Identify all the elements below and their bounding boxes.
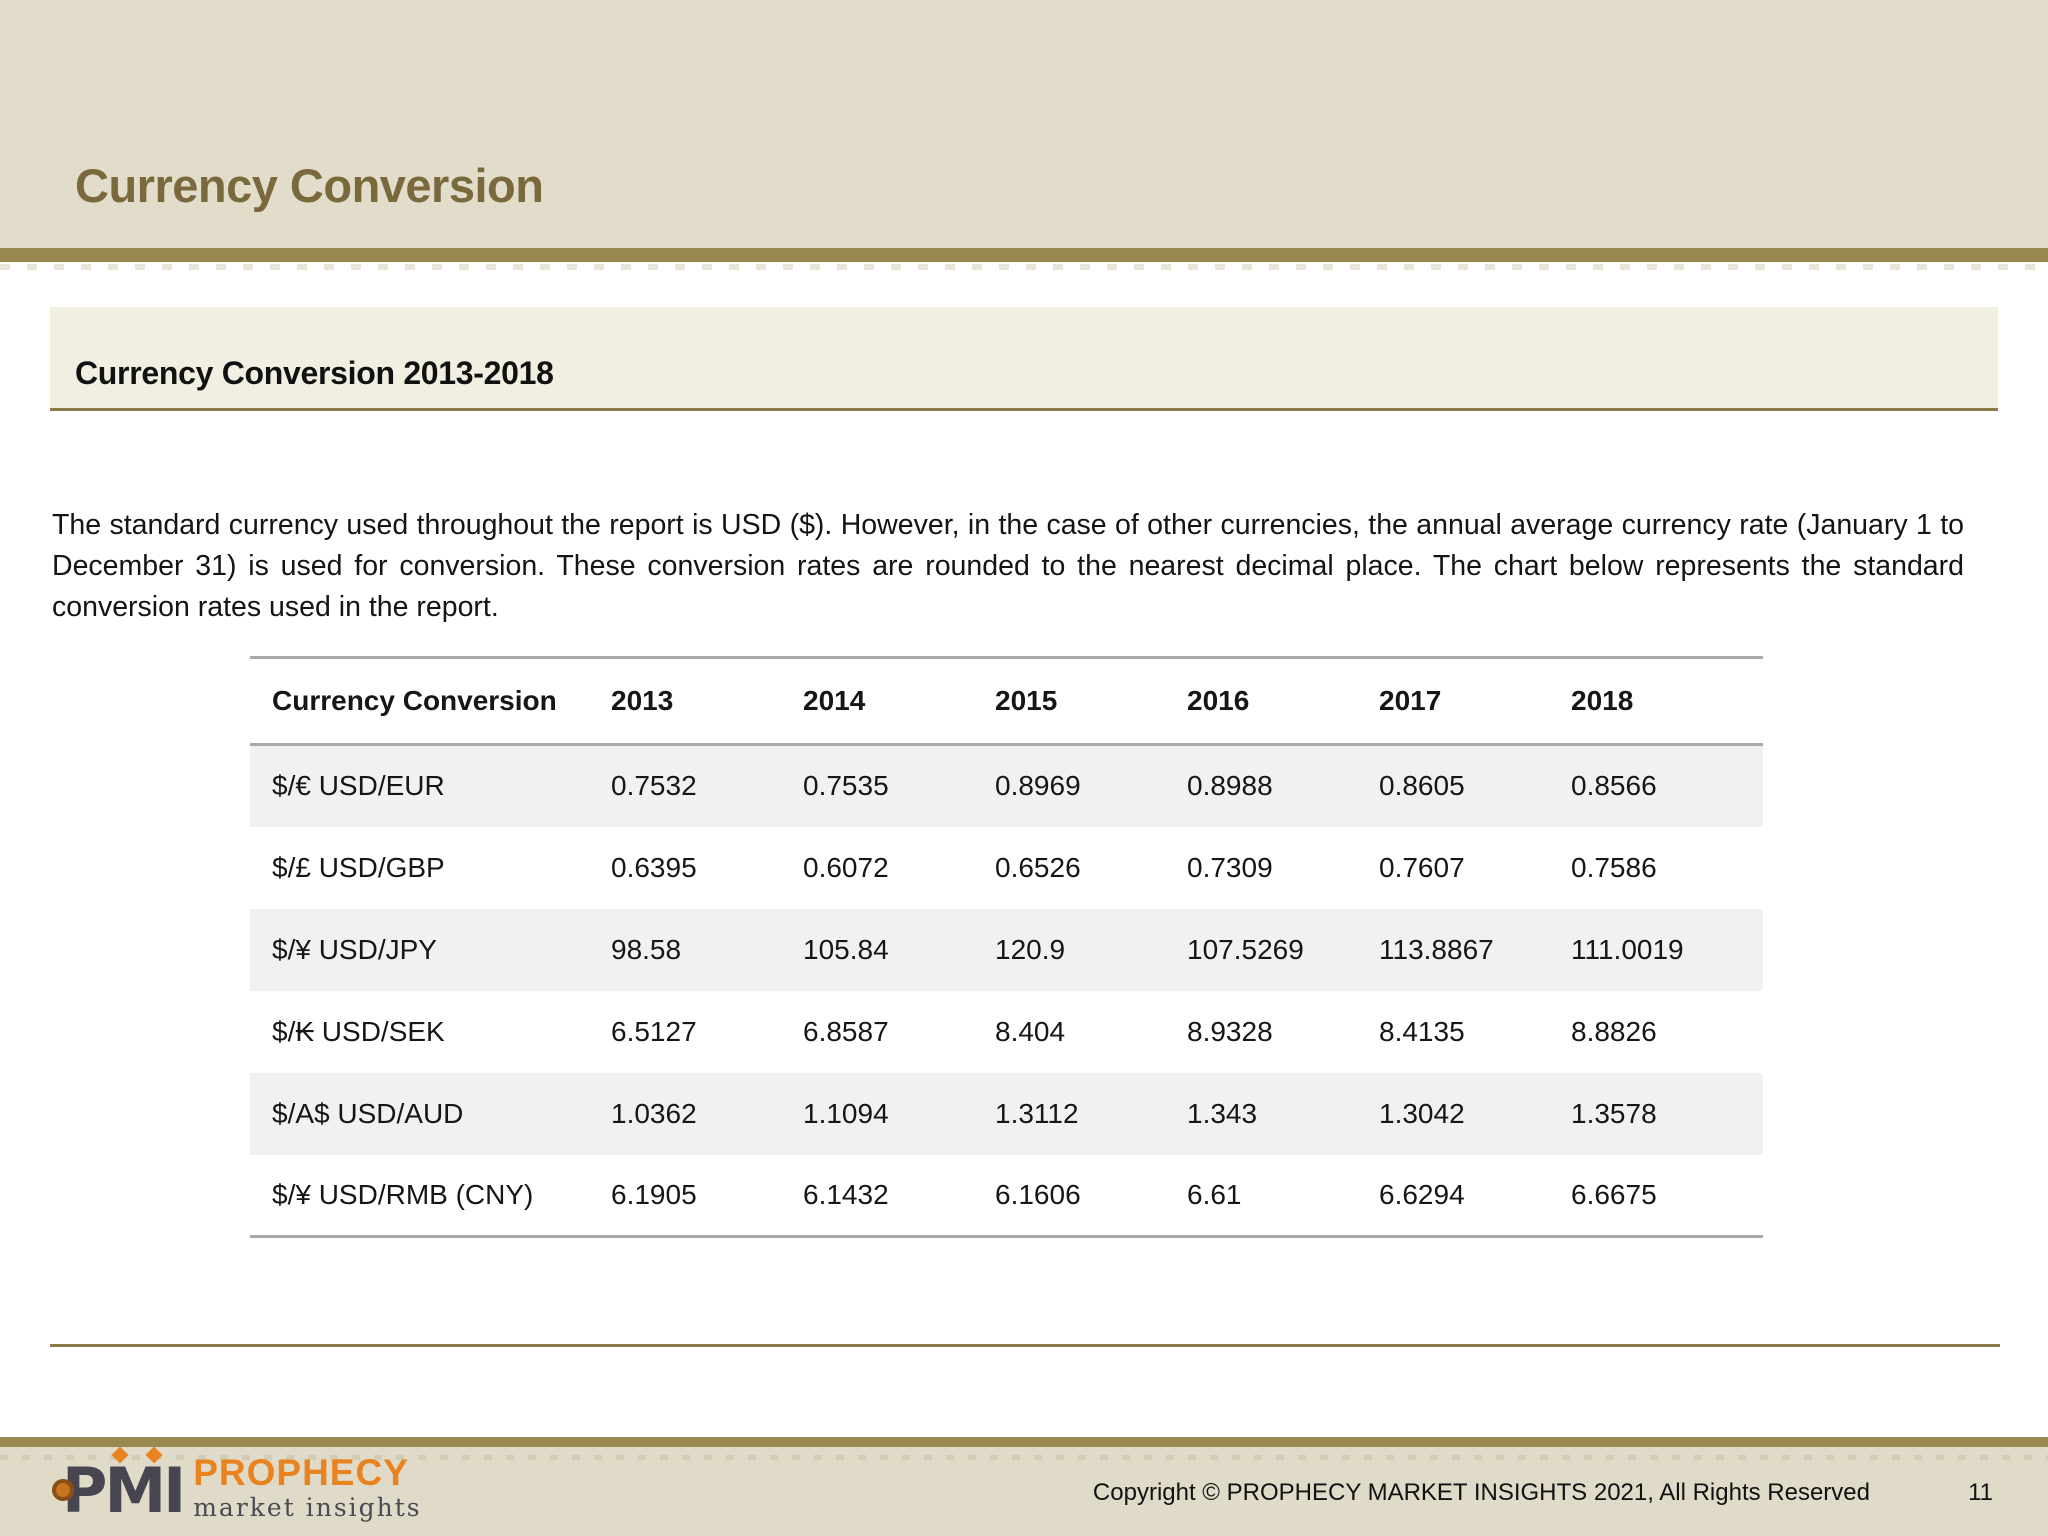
cell-value: 8.9328 xyxy=(1187,1015,1273,1047)
row-label: $/€ USD/EUR xyxy=(272,770,445,802)
cell-value: 0.8605 xyxy=(1379,770,1465,802)
table-row: $/₭ USD/SEK 6.5127 6.8587 8.404 8.9328 8.4135… xyxy=(250,991,1763,1073)
table-row: $/¥ USD/RMB (CNY) 6.1905 6.1432 6.1606 6.61 6… xyxy=(250,1155,1763,1237)
cell-value: 1.0362 xyxy=(611,1097,697,1129)
footer-texture xyxy=(0,1455,2048,1460)
cell-value: 8.4135 xyxy=(1379,1015,1465,1047)
table-row: $/A$ USD/AUD 1.0362 1.1094 1.3112 1.343 1.304… xyxy=(250,1072,1763,1155)
cell-value: 1.343 xyxy=(1187,1097,1258,1129)
cell-value: 0.7586 xyxy=(1571,851,1657,883)
cell-value: 107.5269 xyxy=(1187,933,1304,965)
cell-value: 0.7309 xyxy=(1187,851,1273,883)
column-header-year: 2016 xyxy=(1187,657,1379,745)
logo-tagline-text: market insights xyxy=(193,1493,422,1522)
cell-value: 6.1606 xyxy=(995,1178,1081,1210)
table-row: $/¥ USD/JPY 98.58 105.84 120.9 107.5269 113.8… xyxy=(250,908,1763,991)
conversion-table: Currency Conversion 2013 2014 2015 2016 2017 2… xyxy=(250,656,1763,1238)
footer-rule xyxy=(0,1437,2048,1447)
pmi-logo-mark: PMI xyxy=(62,1454,186,1527)
cell-value: 1.3578 xyxy=(1571,1097,1657,1129)
cell-value: 8.8826 xyxy=(1571,1015,1657,1047)
cell-value: 6.1432 xyxy=(803,1178,889,1210)
cell-value: 8.404 xyxy=(995,1015,1066,1047)
cell-value: 105.84 xyxy=(803,933,889,965)
cell-value: 0.7607 xyxy=(1379,851,1465,883)
cell-value: 0.8566 xyxy=(1571,770,1657,802)
column-header-label: Currency Conversion xyxy=(250,657,611,745)
column-header-year: 2017 xyxy=(1379,657,1571,745)
cell-value: 0.7532 xyxy=(611,770,697,802)
cell-value: 113.8867 xyxy=(1379,933,1494,965)
cell-value: 0.6395 xyxy=(611,851,697,883)
cell-value: 1.1094 xyxy=(803,1097,889,1129)
column-header-year: 2015 xyxy=(995,657,1187,745)
cell-value: 6.5127 xyxy=(611,1015,697,1047)
cell-value: 6.1905 xyxy=(611,1178,697,1210)
table-container: Currency Conversion 2013 2014 2015 2016 2017 2… xyxy=(250,656,1763,1238)
row-label: $/¥ USD/JPY xyxy=(272,933,437,965)
cell-value: 1.3042 xyxy=(1379,1097,1465,1129)
row-label: $/A$ USD/AUD xyxy=(272,1097,464,1129)
copyright-text: Copyright © PROPHECY MARKET INSIGHTS 202… xyxy=(1092,1479,1870,1506)
cell-value: 111.0019 xyxy=(1571,933,1684,965)
section-header: Currency Conversion 2013-2018 xyxy=(50,307,1998,411)
cell-value: 0.8988 xyxy=(1187,770,1273,802)
logo-wordmark: PROPHECY market insights xyxy=(193,1453,421,1523)
page-number: 11 xyxy=(1968,1479,1993,1506)
row-label: $/£ USD/GBP xyxy=(272,851,445,883)
header-rule xyxy=(0,248,2048,262)
table-body: $/€ USD/EUR 0.7532 0.7535 0.8969 0.8988 0.860… xyxy=(250,744,1763,1237)
page-title: Currency Conversion xyxy=(75,159,544,212)
section-title: Currency Conversion 2013-2018 xyxy=(75,355,554,391)
logo-prophecy-text: PROPHECY xyxy=(193,1452,409,1493)
cell-value: 0.8969 xyxy=(995,770,1081,802)
header-dotted-strip xyxy=(0,264,2048,270)
cell-value: 6.6294 xyxy=(1379,1178,1465,1210)
row-label: $/₭ USD/SEK xyxy=(272,1015,445,1047)
cell-value: 6.6675 xyxy=(1571,1178,1657,1210)
footer: PMI PROPHECY market insights Copyright ©… xyxy=(0,1446,2048,1536)
cell-value: 0.7535 xyxy=(803,770,889,802)
cell-value: 120.9 xyxy=(995,933,1066,965)
table-row: $/£ USD/GBP 0.6395 0.6072 0.6526 0.7309 0.760… xyxy=(250,827,1763,909)
column-header-year: 2013 xyxy=(611,657,803,745)
cell-value: 1.3112 xyxy=(995,1097,1079,1129)
body-paragraph: The standard currency used throughout th… xyxy=(52,508,1964,623)
cell-value: 98.58 xyxy=(611,933,682,965)
column-header-year: 2018 xyxy=(1571,657,1763,745)
table-row: $/€ USD/EUR 0.7532 0.7535 0.8969 0.8988 0.860… xyxy=(250,744,1763,827)
cell-value: 6.8587 xyxy=(803,1015,889,1047)
row-label: $/¥ USD/RMB (CNY) xyxy=(272,1178,534,1210)
column-header-year: 2014 xyxy=(803,657,995,745)
cell-value: 0.6526 xyxy=(995,851,1081,883)
table-head: Currency Conversion 2013 2014 2015 2016 2017 2… xyxy=(250,657,1763,745)
gear-icon xyxy=(52,1479,74,1501)
cell-value: 6.61 xyxy=(1187,1178,1242,1210)
table-header-row: Currency Conversion 2013 2014 2015 2016 2017 2… xyxy=(250,657,1763,745)
pmi-logo: PMI PROPHECY market insights xyxy=(52,1446,422,1529)
cell-value: 0.6072 xyxy=(803,851,889,883)
bottom-divider xyxy=(50,1344,2000,1347)
header-band: Currency Conversion xyxy=(0,0,2048,248)
